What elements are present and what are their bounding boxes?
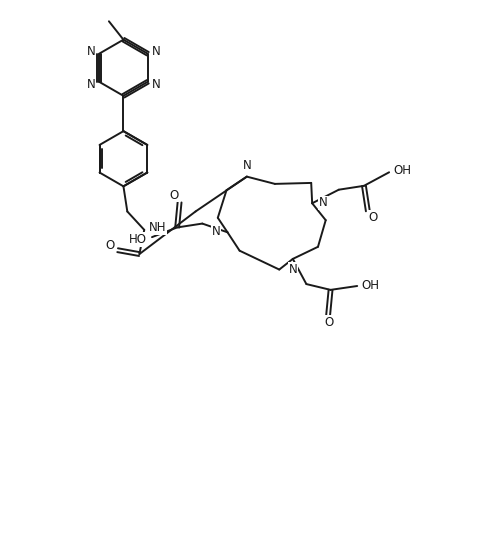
- Text: N: N: [289, 263, 298, 276]
- Text: O: O: [324, 316, 334, 329]
- Text: N: N: [87, 45, 95, 58]
- Text: OH: OH: [362, 279, 380, 292]
- Text: O: O: [368, 211, 378, 224]
- Text: N: N: [318, 196, 327, 209]
- Text: O: O: [106, 239, 115, 252]
- Text: N: N: [212, 225, 221, 238]
- Text: OH: OH: [393, 164, 412, 177]
- Text: N: N: [243, 159, 252, 172]
- Text: HO: HO: [128, 233, 147, 246]
- Text: O: O: [169, 189, 179, 202]
- Text: NH: NH: [149, 221, 166, 234]
- Text: N: N: [151, 78, 160, 91]
- Text: N: N: [87, 78, 95, 91]
- Text: N: N: [151, 45, 160, 58]
